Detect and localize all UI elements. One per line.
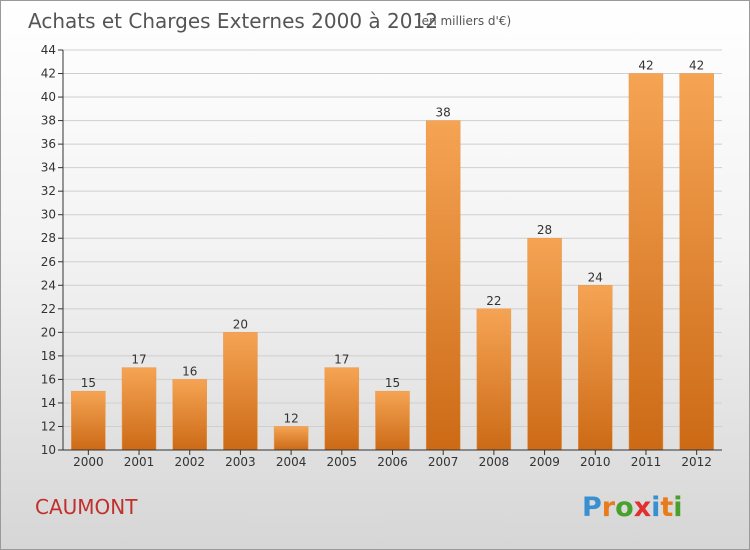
- x-tick-label: 2007: [428, 455, 459, 469]
- chart-subtitle: (en milliers d'€): [417, 14, 511, 28]
- bars: 15 17 16 20 12 17 15 38 22 28 24 42 42: [71, 59, 714, 451]
- x-tick-label: 2012: [681, 455, 712, 469]
- x-tick-label: 2010: [580, 455, 611, 469]
- bar: [375, 390, 410, 451]
- y-tick-label: 16: [41, 372, 56, 386]
- y-tick-label: 32: [41, 184, 56, 198]
- bar: [578, 285, 613, 451]
- bar-value-label: 15: [81, 376, 96, 390]
- bar-value-label: 42: [689, 59, 704, 73]
- bar-value-label: 12: [283, 411, 298, 425]
- logo-letter: i: [673, 492, 682, 523]
- bar: [527, 237, 562, 451]
- axes: [62, 50, 722, 451]
- bar: [172, 379, 207, 451]
- bar-value-label: 22: [486, 294, 501, 308]
- logo-letter: i: [651, 492, 660, 523]
- logo-letter: x: [634, 492, 651, 523]
- bar-value-label: 20: [233, 317, 248, 331]
- y-tick-label: 38: [41, 114, 56, 128]
- bar: [425, 120, 461, 451]
- x-tick-label: 2000: [73, 455, 104, 469]
- logo-letter: o: [615, 492, 634, 523]
- logo-letter: t: [660, 492, 673, 523]
- y-tick-label: 12: [41, 419, 56, 433]
- bar: [121, 367, 157, 451]
- x-tick-label: 2005: [327, 455, 358, 469]
- bar-value-label: 28: [537, 223, 552, 237]
- x-tick-label: 2006: [377, 455, 408, 469]
- x-tick-label: 2011: [631, 455, 662, 469]
- y-tick-label: 40: [41, 90, 56, 104]
- logo-letter: P: [582, 492, 602, 523]
- bar: [223, 332, 258, 451]
- y-tick-label: 24: [41, 278, 56, 292]
- gridlines: [63, 49, 722, 427]
- y-tick-label: 26: [41, 255, 56, 269]
- y-tick-label: 42: [41, 67, 56, 81]
- x-axis-ticks: 2000 2001 2002 2003 2004 2005 2006 2007 2008 2009…: [73, 450, 712, 469]
- x-tick-label: 2003: [225, 455, 256, 469]
- bar: [476, 308, 512, 451]
- x-tick-label: 2002: [174, 455, 205, 469]
- y-tick-label: 30: [41, 208, 56, 222]
- y-tick-label: 28: [41, 231, 56, 245]
- x-tick-label: 2008: [479, 455, 510, 469]
- bar-value-label: 17: [131, 353, 146, 367]
- y-axis-ticks: 10 12 14 16 18 20 22 24 26 28 30 32 34 36 38 40 42 44: [41, 43, 63, 457]
- x-tick-label: 2009: [529, 455, 560, 469]
- y-tick-label: 14: [41, 396, 56, 410]
- bar: [679, 73, 714, 451]
- bar-value-label: 15: [385, 376, 400, 390]
- logo-letter: r: [602, 492, 616, 523]
- proxiti-logo-text: Proxiti: [582, 492, 683, 523]
- y-tick-label: 18: [41, 349, 56, 363]
- x-tick-label: 2001: [124, 455, 155, 469]
- proxiti-logo: Proxiti: [582, 492, 683, 523]
- bar-value-label: 42: [638, 59, 653, 73]
- y-tick-label: 44: [41, 43, 56, 57]
- bar-value-label: 38: [436, 106, 451, 120]
- y-tick-label: 20: [41, 325, 56, 339]
- y-tick-label: 22: [41, 302, 56, 316]
- bar: [273, 426, 309, 451]
- y-tick-label: 34: [41, 161, 56, 175]
- bar-value-label: 17: [334, 353, 349, 367]
- bar-value-label: 16: [182, 364, 197, 378]
- commune-name: CAUMONT: [35, 495, 138, 519]
- bar: [324, 367, 360, 451]
- bar: [71, 390, 106, 451]
- x-tick-label: 2004: [276, 455, 307, 469]
- y-tick-label: 10: [41, 443, 56, 457]
- chart-title: Achats et Charges Externes 2000 à 2012: [28, 9, 438, 33]
- y-tick-label: 36: [41, 137, 56, 151]
- bar-value-label: 24: [588, 270, 603, 284]
- bar: [628, 73, 664, 451]
